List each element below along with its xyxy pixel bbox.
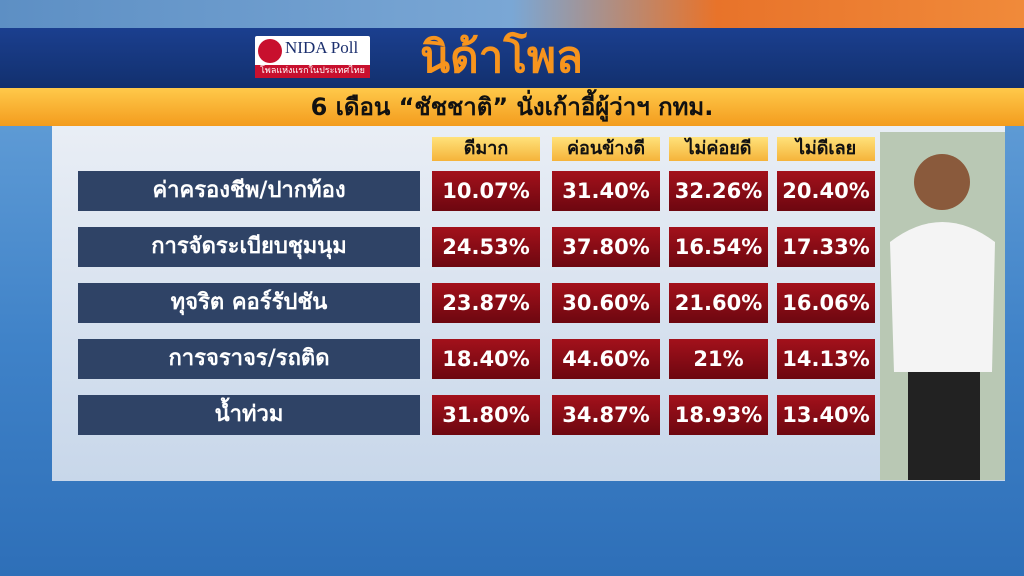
value-cell: 31.40% xyxy=(552,171,660,211)
value-cell: 32.26% xyxy=(669,171,768,211)
column-header: ดีมาก xyxy=(432,137,540,161)
value-cell: 13.40% xyxy=(777,395,875,435)
head xyxy=(914,154,970,210)
value-cell: 34.87% xyxy=(552,395,660,435)
person-photo xyxy=(880,132,1005,480)
value-cell: 18.40% xyxy=(432,339,540,379)
value-cell: 16.06% xyxy=(777,283,875,323)
value-cell: 18.93% xyxy=(669,395,768,435)
value-cell: 44.60% xyxy=(552,339,660,379)
logo-tagline: โพลแห่งแรกในประเทศไทย xyxy=(255,65,370,78)
logo: NIDA Poll โพลแห่งแรกในประเทศไทย xyxy=(255,36,370,78)
value-cell: 21.60% xyxy=(669,283,768,323)
value-cell: 30.60% xyxy=(552,283,660,323)
value-cell: 31.80% xyxy=(432,395,540,435)
shirt xyxy=(890,222,995,372)
row-label: การจราจร/รถติด xyxy=(78,339,420,379)
row-label: น้ำท่วม xyxy=(78,395,420,435)
column-header: ค่อนข้างดี xyxy=(552,137,660,161)
value-cell: 21% xyxy=(669,339,768,379)
value-cell: 37.80% xyxy=(552,227,660,267)
value-cell: 17.33% xyxy=(777,227,875,267)
column-header: ไม่ดีเลย xyxy=(777,137,875,161)
value-cell: 10.07% xyxy=(432,171,540,211)
column-header: ไม่ค่อยดี xyxy=(669,137,768,161)
title: นิด้าโพล xyxy=(420,32,583,83)
value-cell: 16.54% xyxy=(669,227,768,267)
subtitle: 6 เดือน “ชัชชาติ” นั่งเก้าอี้ผู้ว่าฯ กทม… xyxy=(0,88,1024,126)
value-cell: 14.13% xyxy=(777,339,875,379)
value-cell: 24.53% xyxy=(432,227,540,267)
row-label: การจัดระเบียบชุมนุม xyxy=(78,227,420,267)
trousers xyxy=(908,372,980,480)
value-cell: 23.87% xyxy=(432,283,540,323)
row-label: ค่าครองชีพ/ปากท้อง xyxy=(78,171,420,211)
banner xyxy=(0,28,1024,88)
logo-mark xyxy=(258,39,282,63)
logo-name: NIDA Poll xyxy=(285,38,359,57)
value-cell: 20.40% xyxy=(777,171,875,211)
row-label: ทุจริต คอร์รัปชัน xyxy=(78,283,420,323)
top-strip xyxy=(0,0,1024,28)
